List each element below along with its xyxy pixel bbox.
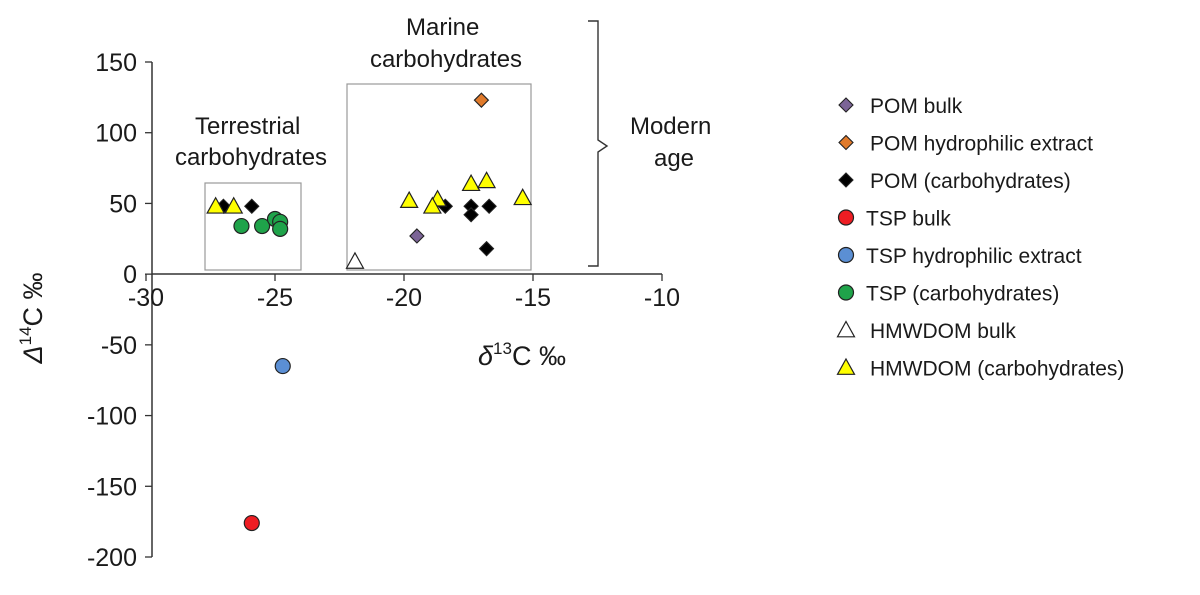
data-point-series-4 — [274, 357, 291, 375]
legend-label: POM (carbohydrates) — [870, 170, 1071, 193]
marine-label: Marine carbohydrates — [370, 14, 522, 73]
x-axis-title-prefix: δ — [478, 341, 494, 371]
legend: POM bulk POM hydrophilic extract POM (carb… — [836, 95, 1124, 381]
modern-age-label-line1: Modern — [630, 113, 711, 140]
y-tick-label: 0 — [123, 261, 137, 289]
data-point-series-7 — [399, 190, 419, 208]
data-points — [206, 92, 533, 532]
data-point-series-7 — [477, 171, 497, 189]
legend-label: HMWDOM (carbohydrates) — [870, 358, 1124, 381]
x-axis-title-suffix: C ‰ — [512, 341, 566, 371]
data-point-series-2 — [478, 240, 495, 257]
y-tick-label: 100 — [95, 120, 137, 148]
data-point-series-2 — [463, 206, 479, 223]
y-tick-label: 50 — [109, 190, 137, 218]
marine-label-line2: carbohydrates — [370, 46, 522, 73]
legend-marker — [837, 209, 855, 226]
data-point-series-7 — [461, 173, 481, 192]
x-axis-title: δ13C ‰ — [478, 339, 566, 371]
x-tick-label: -15 — [515, 284, 551, 312]
legend-label: POM hydrophilic extract — [870, 133, 1093, 156]
data-point-series-6 — [345, 251, 365, 269]
data-point-series-0 — [409, 228, 425, 244]
legend-label: HMWDOM bulk — [870, 320, 1016, 343]
data-point-series-7 — [422, 196, 442, 214]
legend-label: POM bulk — [870, 95, 963, 118]
data-point-series-7 — [224, 196, 244, 214]
x-tick-label: -10 — [644, 284, 680, 312]
x-axis-title-sup: 13 — [493, 339, 512, 358]
legend-marker — [836, 320, 856, 338]
data-point-series-3 — [243, 514, 260, 532]
legend-label: TSP hydrophilic extract — [866, 245, 1082, 268]
y-ticks: 150 100 50 0 -50 -100 -150 -200 — [87, 49, 152, 572]
data-point-series-5 — [254, 217, 271, 235]
data-point-series-7 — [206, 196, 226, 214]
x-ticks: -30 -25 -20 -15 -10 — [128, 274, 680, 312]
legend-marker — [838, 172, 854, 188]
y-tick-label: -50 — [101, 332, 137, 360]
marine-label-line1: Marine — [406, 14, 479, 41]
y-tick-label: -100 — [87, 403, 137, 431]
y-axis-title-sup: 14 — [16, 326, 35, 345]
legend-marker — [836, 357, 856, 375]
terrestrial-label: Terrestrial carbohydrates — [175, 113, 327, 171]
terrestrial-label-line1: Terrestrial — [195, 113, 300, 140]
modern-age-label: Modern age — [630, 113, 718, 172]
modern-age-label-line2: age — [654, 145, 694, 172]
y-axis-title: Δ14C ‰ — [16, 272, 48, 364]
legend-marker — [838, 97, 854, 113]
modern-age-bracket — [588, 20, 609, 267]
y-tick-label: 150 — [95, 49, 137, 77]
data-point-series-7 — [513, 188, 533, 206]
y-axis-title-prefix: Δ — [18, 345, 48, 364]
data-point-series-1 — [473, 92, 490, 108]
x-tick-label: -20 — [386, 284, 422, 312]
data-point-series-2 — [244, 198, 260, 215]
y-tick-label: -200 — [87, 544, 137, 572]
legend-label: TSP (carbohydrates) — [866, 283, 1059, 306]
legend-marker — [837, 284, 855, 301]
y-axis-title-suffix: C ‰ — [18, 272, 48, 326]
x-tick-label: -25 — [257, 284, 293, 312]
data-point-series-5 — [233, 217, 250, 235]
terrestrial-label-line2: carbohydrates — [175, 144, 327, 171]
legend-label: TSP bulk — [866, 208, 951, 231]
legend-marker — [837, 246, 855, 264]
data-point-series-5 — [272, 220, 289, 237]
terrestrial-region-box — [204, 182, 302, 271]
y-tick-label: -150 — [87, 473, 137, 501]
data-point-series-2 — [481, 198, 497, 215]
x-tick-label: -30 — [128, 284, 164, 312]
legend-marker — [838, 134, 854, 151]
marine-region-box — [346, 83, 532, 271]
